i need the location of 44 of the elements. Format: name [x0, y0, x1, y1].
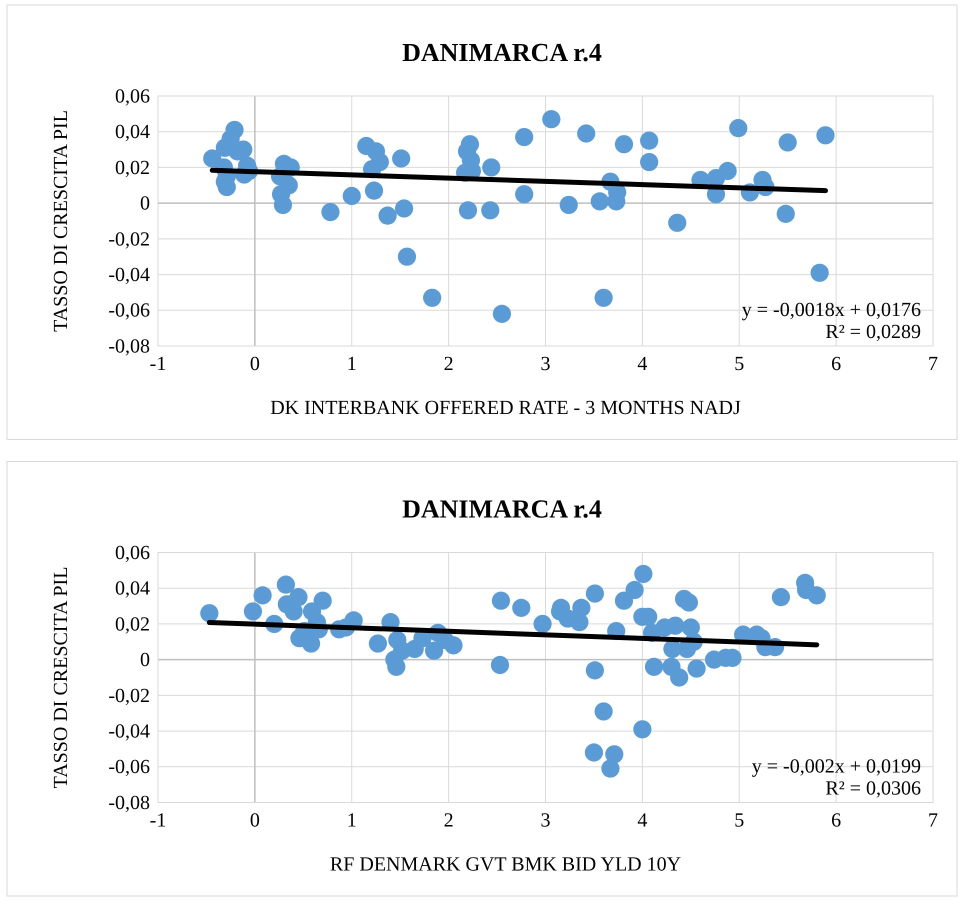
x-tick-label: 0: [250, 810, 260, 832]
annotation: y = -0,0018x + 0,0176: [742, 299, 921, 321]
x-tick-label: 5: [734, 810, 744, 832]
y-tick-label: -0,06: [108, 756, 150, 778]
y-tick-label: -0,06: [108, 300, 150, 322]
x-tick-label: -1: [150, 353, 166, 376]
y-tick-label: 0,06: [115, 85, 150, 108]
annotation: R² = 0,0289: [825, 321, 921, 343]
y-axis-title: TASSO DI CRESCITA PIL: [50, 566, 72, 788]
x-tick-label: 6: [831, 353, 842, 376]
annotation: y = -0,002x + 0,0199: [752, 756, 921, 778]
x-tick-label: 0: [250, 353, 260, 376]
x-tick-label: 5: [734, 353, 744, 376]
y-tick-label: 0: [140, 649, 150, 672]
chart-title: DANIMARCA r.4: [402, 38, 602, 67]
x-tick-label: 3: [540, 810, 550, 832]
y-tick-label: -0,08: [108, 335, 150, 358]
x-tick-label: 7: [928, 353, 938, 376]
x-tick-label: 2: [444, 810, 454, 832]
y-tick-label: 0,06: [115, 542, 150, 564]
y-tick-label: -0,02: [108, 684, 150, 707]
y-tick-label: 0: [140, 192, 150, 215]
x-axis-title: DK INTERBANK OFFERED RATE - 3 MONTHS NADJ: [270, 397, 741, 419]
x-tick-label: 1: [346, 353, 357, 376]
x-tick-label: 7: [928, 810, 938, 832]
x-tick-label: -1: [150, 810, 166, 832]
annotation: R² = 0,0306: [825, 778, 921, 800]
x-axis-title: RF DENMARK GVT BMK BID YLD 10Y: [330, 854, 682, 876]
y-tick-label: 0,02: [115, 613, 150, 636]
y-tick-label: 0,04: [115, 578, 150, 600]
y-tick-label: 0,02: [115, 156, 150, 179]
x-tick-label: 3: [540, 353, 550, 376]
y-tick-label: -0,08: [108, 792, 150, 814]
y-tick-label: -0,02: [108, 228, 150, 250]
x-tick-label: 4: [637, 353, 648, 376]
y-tick-label: 0,04: [115, 121, 150, 144]
y-axis-title: TASSO DI CRESCITA PIL: [50, 110, 72, 332]
x-tick-label: 1: [346, 810, 357, 832]
chart-title: DANIMARCA r.4: [402, 494, 602, 524]
y-tick-label: -0,04: [108, 264, 150, 286]
x-tick-label: 2: [444, 353, 454, 376]
y-tick-label: -0,04: [108, 720, 150, 742]
x-tick-label: 4: [637, 810, 648, 832]
x-tick-label: 6: [831, 810, 842, 832]
